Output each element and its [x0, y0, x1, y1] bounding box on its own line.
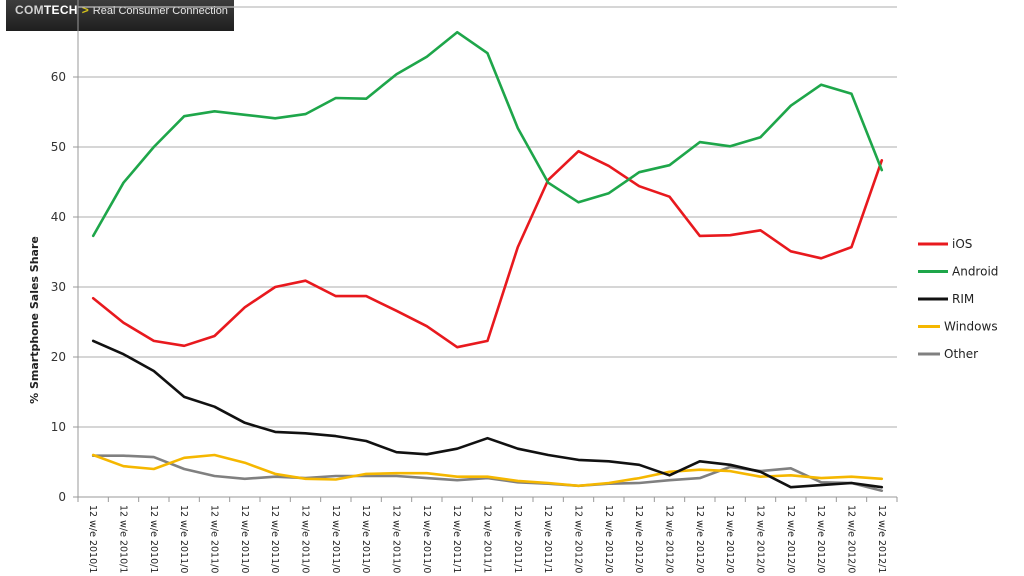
- series-line-windows: [91, 453, 884, 488]
- legend: iOS Android RIM Windows Other: [918, 237, 998, 361]
- legend-item-ios: iOS: [918, 237, 972, 251]
- x-tick-label: 12 w/e 2011/0: [330, 505, 341, 573]
- x-tick-label: 12 w/e 2011/1: [512, 505, 523, 573]
- series-lines: [91, 30, 884, 493]
- legend-item-windows: Windows: [918, 320, 998, 334]
- x-tick-label: 12 w/e 2011/1: [482, 505, 493, 573]
- x-tick-label: 12 w/e 2010/1: [118, 505, 129, 573]
- legend-label: Windows: [944, 320, 998, 334]
- x-tick-label: 12 w/e 2011/1: [542, 505, 553, 573]
- x-tick-label: 12 w/e 2011/0: [421, 505, 432, 573]
- x-tick-label: 12 w/e 2010/1: [87, 505, 98, 573]
- x-tick-label: 12 w/e 2012/1: [876, 505, 887, 573]
- legend-item-rim: RIM: [918, 292, 974, 306]
- x-tick-label: 12 w/e 2011/0: [239, 505, 250, 573]
- x-tick-label: 12 w/e 2011/0: [178, 505, 189, 573]
- x-tick-label: 12 w/e 2012/0: [694, 505, 705, 573]
- x-tick-label: 12 w/e 2012/0: [785, 505, 796, 573]
- x-tick-label: 12 w/e 2010/1: [148, 505, 159, 573]
- comtech-banner: COMTECH > Real Consumer Connection: [6, 0, 234, 31]
- legend-label: Other: [944, 347, 978, 361]
- x-tick-label: 12 w/e 2012/0: [664, 505, 675, 573]
- x-tick-label: 12 w/e 2011/0: [209, 505, 220, 573]
- x-tick-label: 12 w/e 2011/0: [360, 505, 371, 573]
- y-tick-label: 20: [51, 350, 66, 364]
- chevron-right-icon: >: [81, 3, 89, 17]
- brand-suffix: TECH: [43, 3, 78, 17]
- y-tick-label: 40: [51, 210, 66, 224]
- brand-prefix: COM: [15, 3, 44, 17]
- x-tick-label: 12 w/e 2012/0: [846, 505, 857, 573]
- x-tick-label: 12 w/e 2012/0: [724, 505, 735, 573]
- y-tick-label: 0: [58, 490, 66, 504]
- y-tick-label: 30: [51, 280, 66, 294]
- legend-label: Android: [952, 265, 998, 279]
- x-tick-label: 12 w/e 2012/0: [573, 505, 584, 573]
- y-axis: 0 10 20 30 40 50 60: [51, 0, 79, 504]
- series-line-android: [91, 30, 884, 238]
- gridlines: [78, 6, 897, 428]
- y-tick-label: 10: [51, 420, 66, 434]
- x-tick-label: 12 w/e 2012/0: [755, 505, 766, 573]
- legend-label: iOS: [952, 237, 972, 251]
- x-tick-label: 12 w/e 2012/0: [603, 505, 614, 573]
- legend-item-android: Android: [918, 265, 998, 279]
- x-tick-label: 12 w/e 2012/0: [633, 505, 644, 573]
- y-axis-label: % Smartphone Sales Share: [28, 236, 41, 404]
- y-tick-label: 50: [51, 140, 66, 154]
- banner-tagline: Real Consumer Connection: [92, 5, 228, 17]
- x-tick-label: 12 w/e 2011/0: [391, 505, 402, 573]
- x-axis: 12 w/e 2010/1 12 w/e 2010/1 12 w/e 2010/1 1…: [73, 496, 898, 573]
- x-tick-label: 12 w/e 2012/0: [815, 505, 826, 573]
- x-tick-label: 12 w/e 2011/0: [269, 505, 280, 573]
- legend-item-other: Other: [918, 347, 978, 361]
- series-line-rim: [91, 339, 884, 489]
- series-line-ios: [91, 149, 884, 349]
- x-tick-label: 12 w/e 2011/0: [300, 505, 311, 573]
- brand-logo: COMTECH: [15, 3, 78, 17]
- legend-label: RIM: [952, 292, 974, 306]
- y-tick-label: 60: [51, 70, 66, 84]
- x-tick-label: 12 w/e 2011/1: [451, 505, 462, 573]
